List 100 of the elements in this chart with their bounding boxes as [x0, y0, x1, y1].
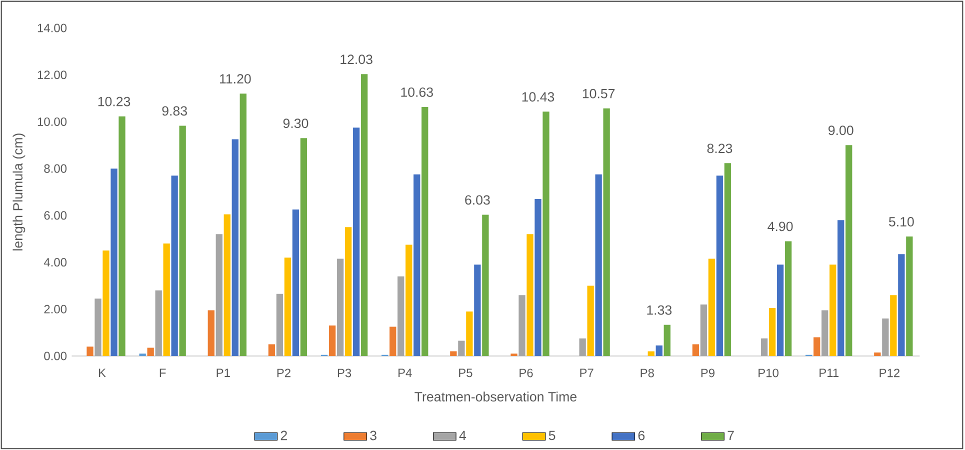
- y-tick-label: 2.00: [44, 304, 67, 314]
- bar: [118, 116, 126, 356]
- bar: [284, 258, 292, 356]
- bar: [155, 290, 162, 356]
- x-tick-label: P4: [398, 368, 412, 377]
- bar: [874, 352, 881, 356]
- bar: [518, 295, 526, 356]
- bar: [838, 220, 844, 356]
- legend-label: 5: [548, 430, 556, 440]
- bar: [268, 344, 276, 356]
- x-axis-title: Treatmen-observation Time: [414, 392, 576, 402]
- bar: [179, 126, 186, 356]
- x-tick-label: P9: [701, 368, 714, 378]
- bar: [890, 295, 897, 356]
- bar: [276, 294, 284, 356]
- bar: [208, 310, 214, 356]
- bar: [414, 174, 420, 356]
- bar: [398, 276, 404, 356]
- bar: [86, 346, 94, 356]
- x-tick-label: P8: [640, 368, 654, 378]
- bar: [822, 310, 828, 356]
- bar: [656, 345, 662, 356]
- bar: [664, 324, 670, 356]
- bar: [110, 168, 118, 356]
- bar: [768, 308, 776, 356]
- data-label: 10.43: [522, 92, 554, 102]
- bar: [171, 176, 178, 356]
- data-label: 10.57: [582, 88, 615, 98]
- x-tick-label: P12: [880, 368, 900, 378]
- x-tick-label: K: [98, 368, 106, 377]
- y-tick-label: 6.00: [44, 211, 67, 220]
- x-tick-label: P7: [580, 368, 594, 377]
- y-tick-label: 4.00: [44, 258, 67, 267]
- legend-label: 3: [370, 430, 376, 440]
- legend-label: 2: [280, 430, 287, 440]
- data-label: 8.23: [707, 144, 732, 154]
- bar: [526, 234, 534, 356]
- data-label: 12.03: [340, 54, 372, 64]
- bar: [603, 108, 610, 356]
- x-tick-label: P1: [216, 368, 230, 377]
- y-tick-label: 0.00: [44, 352, 67, 360]
- data-label: 10.23: [98, 96, 130, 106]
- bar: [776, 264, 784, 356]
- bar: [466, 311, 473, 356]
- x-tick-label: P11: [820, 368, 838, 377]
- y-axis-title: length Plumula (cm): [12, 134, 26, 250]
- bar: [300, 138, 308, 356]
- bar: [692, 344, 700, 356]
- y-tick-label: 14.00: [38, 24, 67, 32]
- data-label: 1.33: [647, 305, 672, 315]
- bar: [760, 338, 768, 356]
- y-tick-label: 12.00: [38, 70, 67, 80]
- bar: [716, 176, 724, 356]
- bar: [458, 340, 465, 356]
- data-label: 9.30: [283, 118, 308, 128]
- x-tick-label: P3: [338, 368, 352, 378]
- bar: [450, 351, 457, 356]
- data-label: 6.03: [465, 195, 490, 205]
- bar: [336, 258, 344, 356]
- data-label: 10.63: [401, 87, 433, 97]
- bar: [292, 210, 300, 356]
- bar: [648, 351, 654, 356]
- bar: [406, 244, 412, 356]
- data-label: 9.00: [828, 126, 854, 136]
- x-tick-label: P6: [520, 368, 533, 378]
- x-tick-label: P2: [277, 368, 290, 378]
- bar: [898, 254, 905, 356]
- bar: [542, 112, 550, 356]
- bar: [882, 318, 889, 356]
- bar: [587, 286, 594, 356]
- data-label: 5.10: [888, 217, 914, 226]
- bar: [700, 304, 708, 356]
- y-tick-label: 8.00: [44, 164, 67, 173]
- bar: [102, 250, 110, 356]
- data-label: 9.83: [162, 106, 187, 116]
- legend-label: 7: [728, 430, 734, 440]
- bar: [147, 348, 154, 356]
- bar: [94, 298, 102, 356]
- bar: [232, 139, 238, 356]
- bar: [422, 106, 428, 356]
- x-tick-label: F: [160, 368, 166, 377]
- bar: [474, 264, 481, 356]
- x-tick-label: P5: [459, 368, 472, 378]
- bar: [482, 214, 489, 356]
- bar: [846, 145, 852, 356]
- bar: [360, 74, 368, 356]
- bar: [906, 236, 913, 356]
- bar: [240, 94, 246, 356]
- bar: [216, 234, 222, 356]
- legend-label: 4: [459, 430, 466, 440]
- legend-label: 6: [638, 430, 645, 440]
- bar: [224, 214, 230, 356]
- bar: [344, 227, 352, 356]
- data-label: 4.90: [768, 222, 793, 232]
- bar: [579, 338, 586, 356]
- y-tick-label: 10.00: [38, 117, 67, 126]
- bar: [724, 163, 732, 356]
- bar: [708, 258, 716, 356]
- bar: [390, 326, 396, 356]
- bar: [352, 128, 360, 356]
